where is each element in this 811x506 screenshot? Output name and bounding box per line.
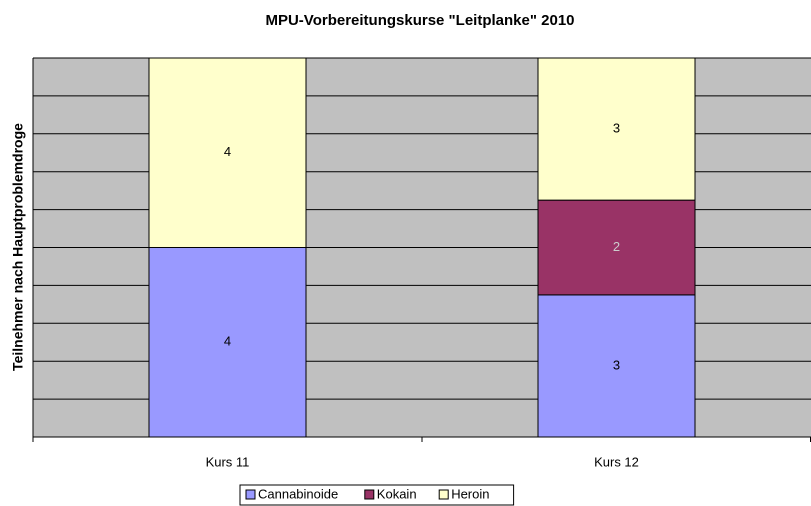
bar-segment <box>537 199 696 296</box>
chart-title: MPU-Vorbereitungskurse "Leitplanke" 2010 <box>265 12 574 29</box>
legend-swatch <box>245 489 256 500</box>
bar-segment <box>148 57 307 248</box>
x-tick-label: Kurs 12 <box>594 454 639 469</box>
data-label: 4 <box>224 144 231 159</box>
bar-segment <box>537 57 696 201</box>
legend-swatch <box>364 489 375 500</box>
x-tick-label: Kurs 11 <box>206 454 250 469</box>
legend-label: Heroin <box>451 486 489 501</box>
legend-swatch <box>438 489 449 500</box>
data-label: 3 <box>613 357 620 372</box>
legend: Cannabinoide Kokain Heroin <box>239 484 515 506</box>
y-axis-label: Teilnehmer nach Hauptproblemdroge <box>10 123 26 371</box>
data-label: 4 <box>224 334 231 349</box>
legend-label: Cannabinoide <box>258 486 338 501</box>
data-label: 3 <box>613 121 620 136</box>
legend-label: Kokain <box>377 486 417 501</box>
data-label: 2 <box>613 239 620 254</box>
